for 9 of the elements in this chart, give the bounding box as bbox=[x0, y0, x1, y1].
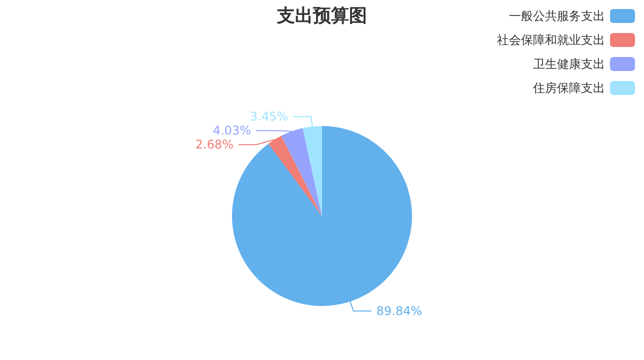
legend-label: 一般公共服务支出 bbox=[509, 9, 605, 23]
legend-label: 住房保障支出 bbox=[532, 81, 605, 95]
legend-label: 社会保障和就业支出 bbox=[497, 33, 605, 47]
chart-title: 支出预算图 bbox=[276, 6, 367, 26]
data-label: 3.45% bbox=[250, 110, 288, 124]
data-label: 89.84% bbox=[376, 304, 422, 318]
data-label: 2.68% bbox=[195, 138, 234, 152]
legend-label: 卫生健康支出 bbox=[533, 57, 605, 71]
data-label: 4.03% bbox=[212, 124, 252, 138]
